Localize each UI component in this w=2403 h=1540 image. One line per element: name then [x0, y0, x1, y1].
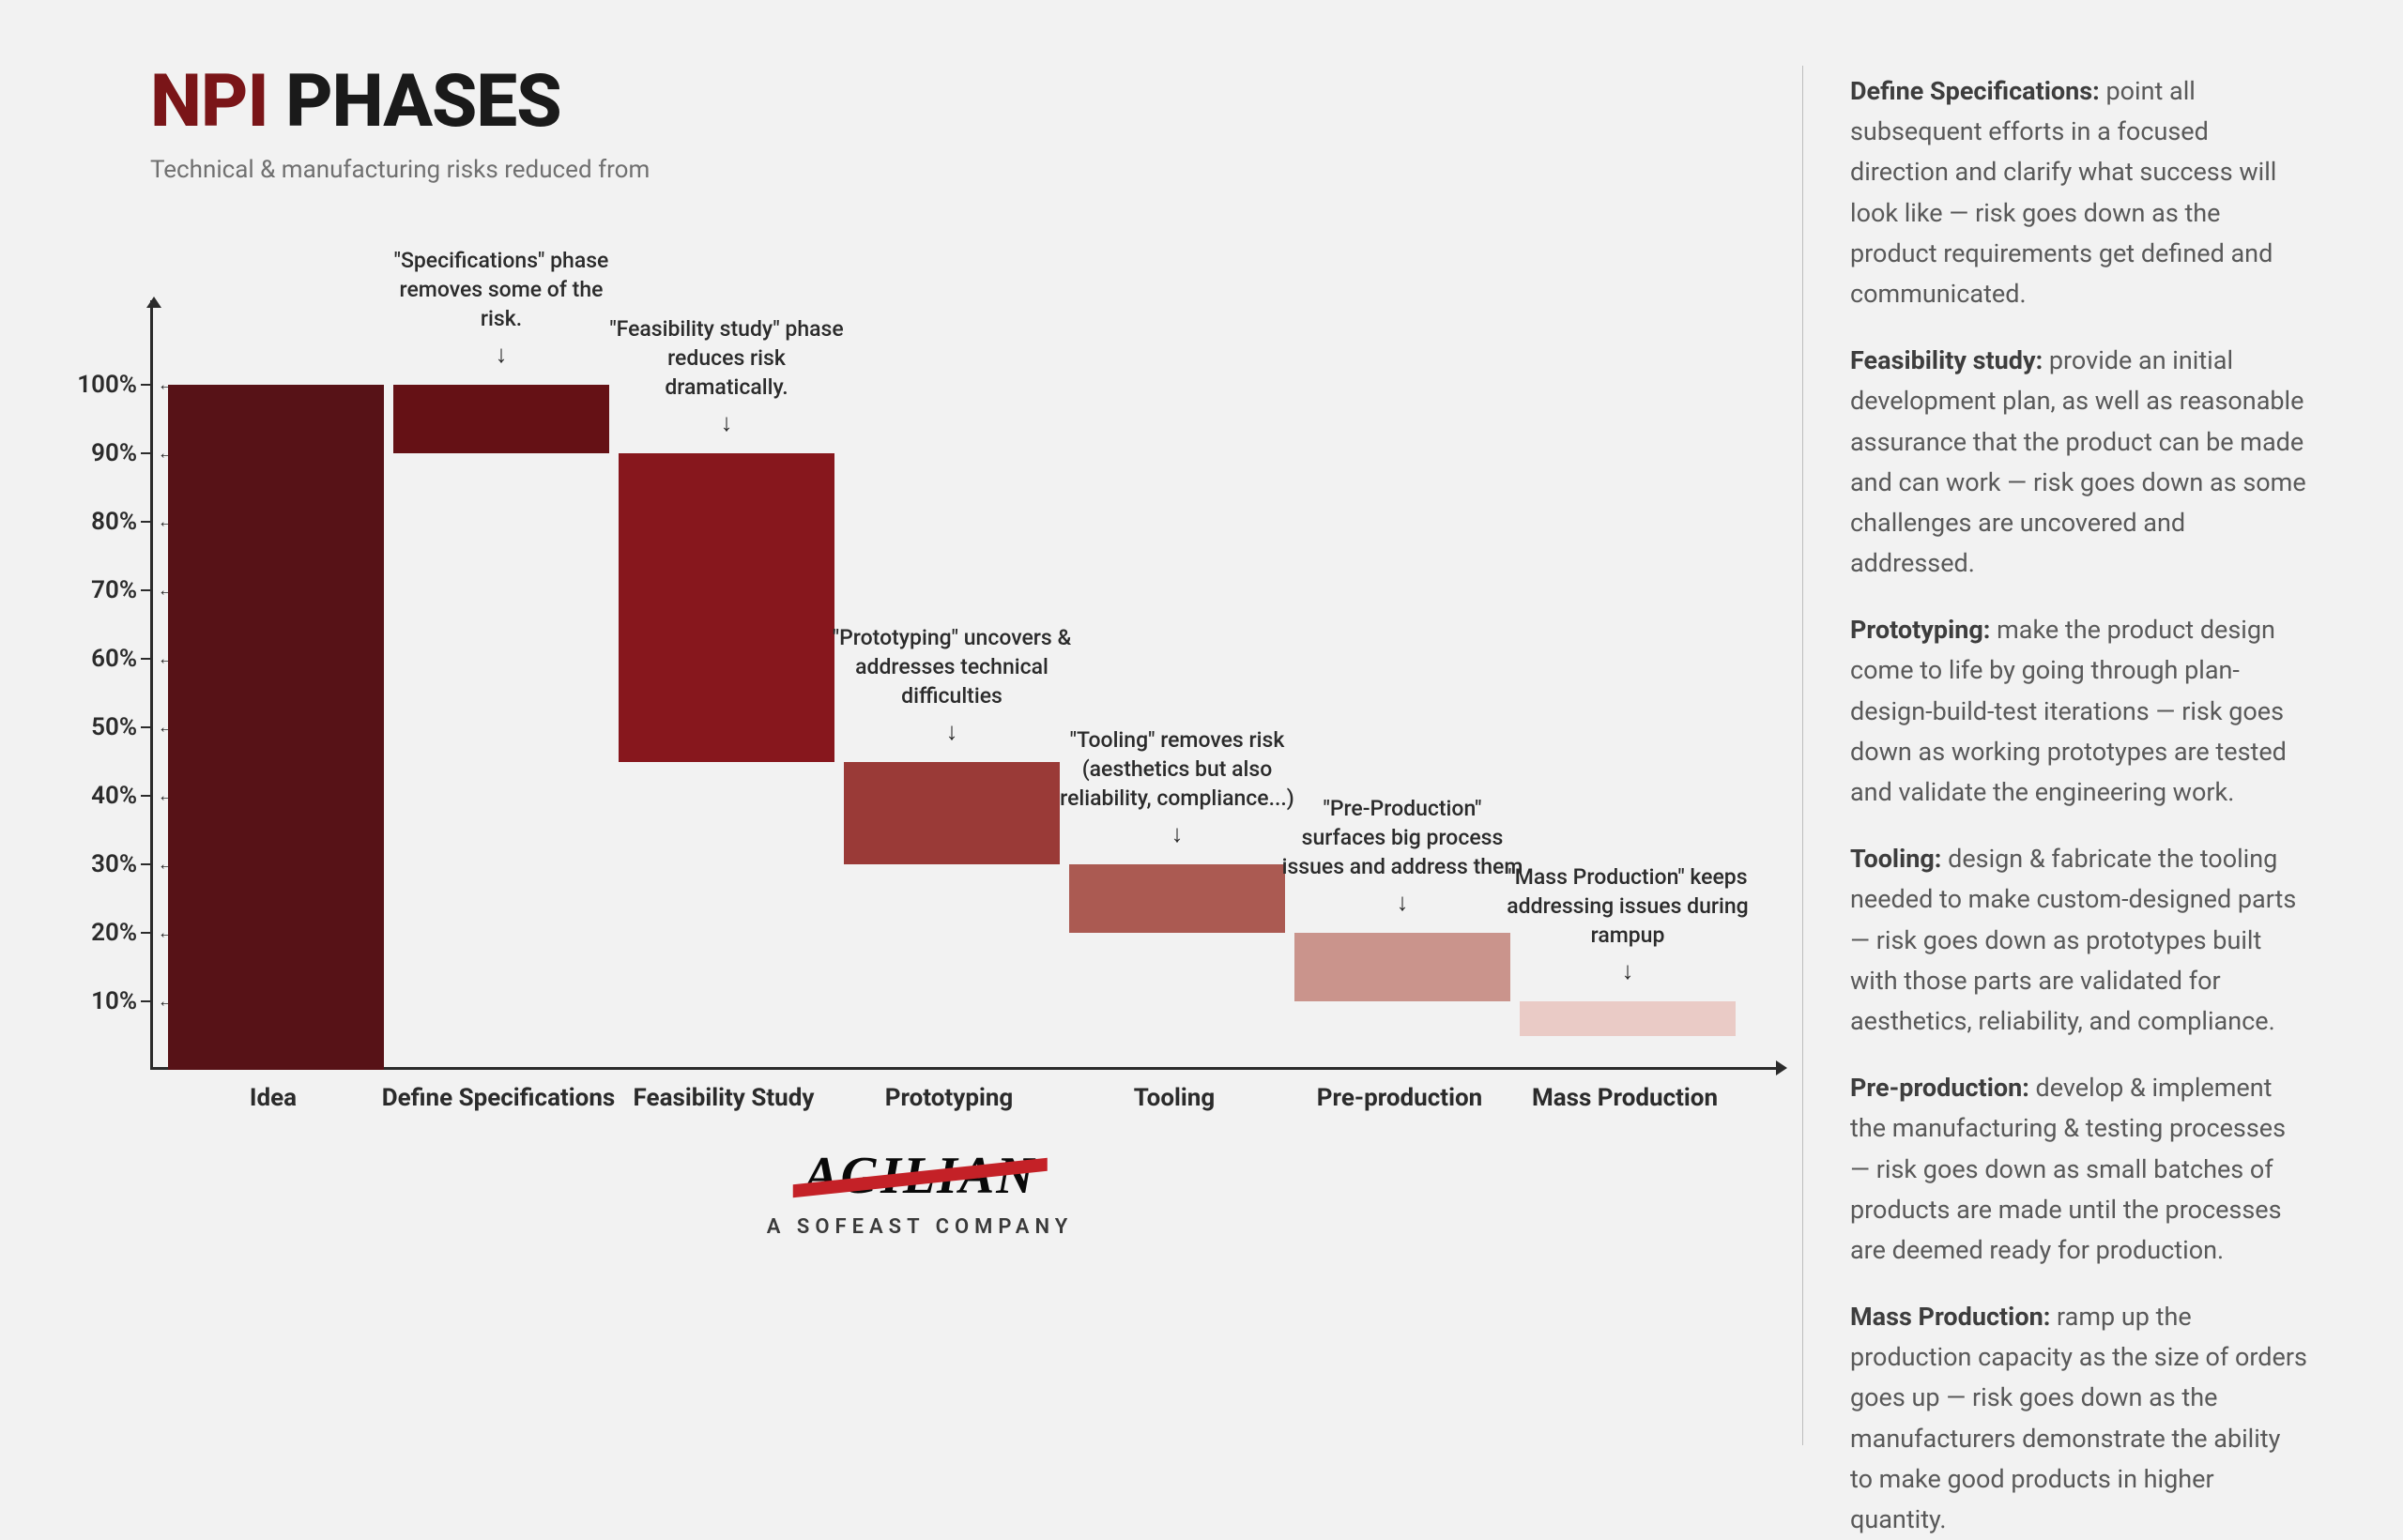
y-axis-tick — [141, 932, 150, 934]
x-axis-label: Idea — [151, 1083, 395, 1115]
annotation: "Mass Production" keeps addressing issue… — [1506, 862, 1750, 988]
annotation: "Pre-Production" surfaces big process is… — [1280, 794, 1524, 920]
y-axis-label: 30% — [91, 850, 137, 878]
y-axis-tick — [141, 1000, 150, 1002]
title-accent: NPI — [150, 59, 268, 145]
arrow-down-icon: ↓ — [1280, 887, 1524, 920]
y-axis: 10%←20%←30%←40%←50%←60%←70%←80%←90%←100%… — [47, 300, 150, 1070]
annotation: "Feasibility study" phase reduces risk d… — [605, 314, 849, 440]
description-item: Pre-production: develop & implement the … — [1850, 1068, 2309, 1271]
description-term: Mass Production: — [1850, 1302, 2050, 1332]
annotation-text: "Tooling" removes risk (aesthetics but a… — [1055, 725, 1299, 813]
y-axis-label: 50% — [91, 713, 137, 741]
description-item: Feasibility study: provide an initial de… — [1850, 341, 2309, 584]
y-axis-tick — [141, 384, 150, 386]
arrow-down-icon: ↓ — [1055, 818, 1299, 851]
logo-subtext: A SOFEAST COMPANY — [767, 1215, 1074, 1239]
x-axis-label: Feasibility Study — [602, 1083, 846, 1115]
y-axis-tick — [141, 452, 150, 454]
y-axis-tick — [141, 726, 150, 728]
chart: 10%←20%←30%←40%←50%←60%←70%←80%←90%←100%… — [47, 300, 1793, 1070]
x-axis-label: Prototyping — [827, 1083, 1071, 1115]
y-axis-label: 100% — [77, 371, 137, 399]
description-item: Prototyping: make the product design com… — [1850, 610, 2309, 813]
y-axis-tick — [141, 589, 150, 591]
x-axis-label: Define Specifications — [376, 1083, 620, 1115]
descriptions-panel: Define Specifications: point all subsequ… — [1802, 66, 2309, 1445]
description-body: provide an initial development plan, as … — [1850, 345, 2306, 578]
description-item: Tooling: design & fabricate the tooling … — [1850, 839, 2309, 1042]
y-axis-tick — [141, 521, 150, 523]
y-axis-label: 70% — [91, 576, 137, 604]
description-term: Tooling: — [1850, 844, 1941, 874]
annotation-text: "Mass Production" keeps addressing issue… — [1506, 862, 1750, 950]
left-panel: NPI PHASES Technical & manufacturing ris… — [150, 66, 1746, 1445]
y-axis-tick — [141, 863, 150, 865]
page-title: NPI PHASES — [150, 66, 1746, 139]
description-item: Define Specifications: point all subsequ… — [1850, 71, 2309, 314]
y-axis-tick — [141, 658, 150, 660]
arrow-down-icon: ↓ — [1506, 955, 1750, 988]
x-axis-label: Tooling — [1052, 1083, 1296, 1115]
plot-area: "Specifications" phase removes some of t… — [150, 300, 1783, 1070]
x-axis-label: Pre-production — [1278, 1083, 1522, 1115]
title-rest: PHASES — [285, 59, 561, 145]
description-item: Mass Production: ramp up the production … — [1850, 1297, 2309, 1540]
annotation: "Specifications" phase removes some of t… — [379, 246, 623, 372]
y-axis-label: 40% — [91, 782, 137, 810]
page-subtitle: Technical & manufacturing risks reduced … — [150, 156, 1746, 184]
annotation-text: "Prototyping" uncovers & addresses techn… — [830, 623, 1074, 710]
y-axis-label: 10% — [91, 987, 137, 1015]
annotation-text: "Feasibility study" phase reduces risk d… — [605, 314, 849, 402]
logo-text: AGILIAN — [804, 1146, 1035, 1206]
annotations-layer: "Specifications" phase removes some of t… — [153, 300, 1783, 1067]
y-axis-label: 90% — [91, 439, 137, 467]
arrow-down-icon: ↓ — [379, 339, 623, 372]
y-axis-label: 60% — [91, 645, 137, 673]
logo: AGILIAN A SOFEAST COMPANY — [767, 1146, 1074, 1239]
annotation: "Prototyping" uncovers & addresses techn… — [830, 623, 1074, 749]
y-axis-tick — [141, 795, 150, 797]
description-term: Feasibility study: — [1850, 345, 2043, 375]
x-axis-label: Mass Production — [1503, 1083, 1747, 1115]
description-body: ramp up the production capacity as the s… — [1850, 1302, 2307, 1534]
description-term: Pre-production: — [1850, 1073, 2029, 1103]
annotation-text: "Pre-Production" surfaces big process is… — [1280, 794, 1524, 881]
y-axis-label: 20% — [91, 919, 137, 947]
arrow-down-icon: ↓ — [830, 716, 1074, 749]
arrow-down-icon: ↓ — [605, 407, 849, 440]
description-term: Prototyping: — [1850, 615, 1990, 645]
annotation: "Tooling" removes risk (aesthetics but a… — [1055, 725, 1299, 851]
annotation-text: "Specifications" phase removes some of t… — [379, 246, 623, 333]
page-root: NPI PHASES Technical & manufacturing ris… — [0, 0, 2403, 1502]
description-term: Define Specifications: — [1850, 76, 2100, 106]
y-axis-label: 80% — [91, 508, 137, 536]
description-body: point all subsequent efforts in a focuse… — [1850, 76, 2276, 309]
